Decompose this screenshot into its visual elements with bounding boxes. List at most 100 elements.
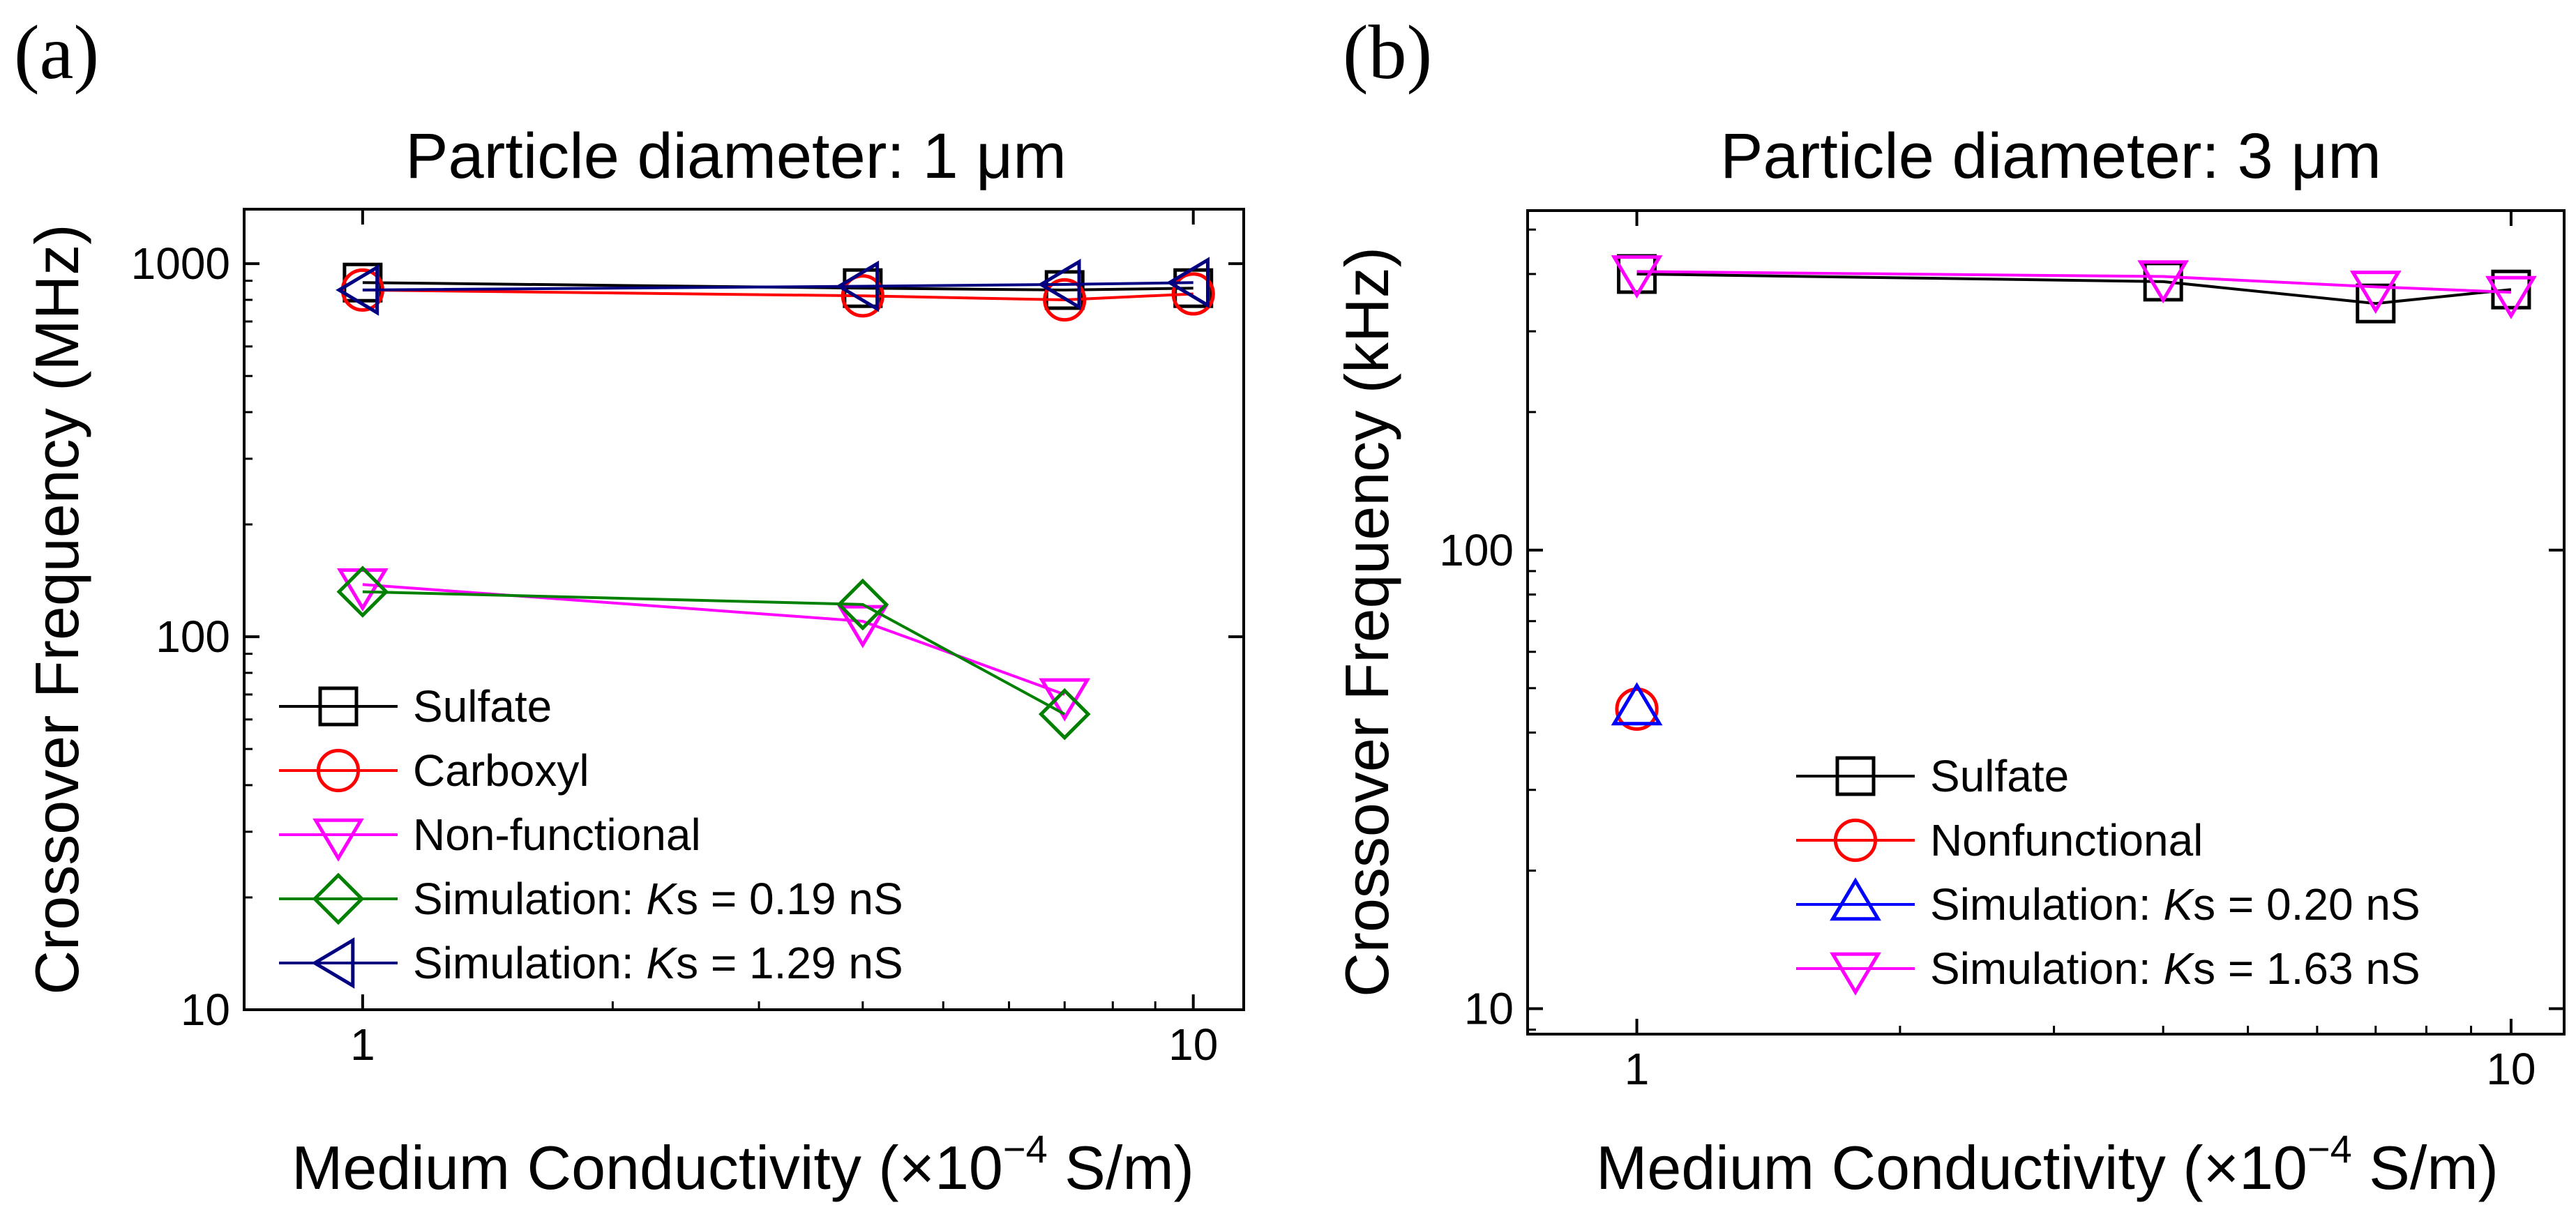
y-tick-label: 10 xyxy=(181,985,230,1035)
panel-label: (a) xyxy=(14,10,99,95)
legend-entry: Non-functional xyxy=(279,810,701,862)
y-tick-label: 100 xyxy=(1439,525,1514,575)
legend-label-suffix: s = 0.19 nS xyxy=(676,874,903,924)
series-triangle-left xyxy=(336,257,1210,316)
legend-label-suffix: s = 1.29 nS xyxy=(676,938,903,988)
plot-frame xyxy=(243,208,1245,1011)
legend-label: Simulation: Ks = 1.29 nS xyxy=(413,938,903,988)
data-point xyxy=(836,578,889,631)
x-tick-label: 10 xyxy=(2486,1044,2536,1094)
legend-label-text: Sulfate xyxy=(413,681,552,731)
legend-marker xyxy=(318,686,359,727)
y-tick-label: 1000 xyxy=(131,238,230,289)
x-axis-label-exponent: −4 xyxy=(2307,1127,2352,1171)
data-point xyxy=(1038,688,1091,741)
panel-a: (a) Particle diameter: 1 μm 1 10 10 100 1000… xyxy=(14,10,1245,1202)
legend-label-italic: K xyxy=(646,938,678,988)
series-circle xyxy=(340,268,1215,322)
x-tick-label: 1 xyxy=(350,1019,375,1070)
x-axis-label-exponent: −4 xyxy=(1003,1127,1048,1171)
series-layer xyxy=(1611,254,2537,731)
legend-entry: Sulfate xyxy=(1796,751,2069,801)
data-point xyxy=(1171,272,1215,316)
chart-title: Particle diameter: 3 μm xyxy=(1720,121,2381,192)
legend-label: Simulation: Ks = 0.20 nS xyxy=(1930,879,2420,930)
x-tick-label: 1 xyxy=(1625,1044,1650,1094)
legend-label-italic: K xyxy=(2163,943,2195,994)
series-line xyxy=(362,590,1066,715)
data-point xyxy=(836,260,880,312)
legend-label-suffix: s = 1.63 nS xyxy=(2193,943,2420,994)
data-point xyxy=(1043,278,1087,322)
legend-marker xyxy=(311,937,355,989)
legend-label-text: Simulation: xyxy=(1930,879,2163,930)
legend-entry: Carboxyl xyxy=(279,745,589,796)
legend-label-italic: K xyxy=(2163,879,2195,930)
data-point xyxy=(336,566,389,618)
legend-entry: Sulfate xyxy=(279,681,552,731)
y-axis-label: Crossover Frequency (MHz) xyxy=(22,224,91,994)
y-axis-label: Crossover Frequency (kHz) xyxy=(1332,247,1401,997)
data-point xyxy=(836,605,889,649)
legend-label-text: Simulation: xyxy=(413,874,646,924)
data-point xyxy=(2137,260,2190,304)
tick-group: 1 10 10 100 xyxy=(1439,211,2564,1094)
legend-label-text: Nonfunctional xyxy=(1930,815,2203,865)
series-line xyxy=(362,288,1193,302)
legend-label-text: Non-functional xyxy=(413,810,701,860)
x-axis-label-tail: S/m) xyxy=(2352,1133,2499,1202)
legend-marker xyxy=(1833,818,1878,863)
data-point xyxy=(1039,678,1091,722)
series-triangle-down xyxy=(1611,255,2537,319)
data-point xyxy=(841,274,884,318)
data-point xyxy=(1611,682,1663,726)
data-point xyxy=(1166,257,1210,309)
legend-label-italic: K xyxy=(646,874,678,924)
data-point xyxy=(2356,283,2396,324)
legend-marker xyxy=(312,818,364,862)
series-line xyxy=(1636,272,2512,305)
legend-entry: Simulation: Ks = 1.29 nS xyxy=(279,937,903,989)
data-point xyxy=(336,264,379,316)
x-axis-label-main: Medium Conductivity (×10 xyxy=(292,1133,1003,1202)
series-circle xyxy=(1615,687,1659,731)
legend-label: Simulation: Ks = 1.63 nS xyxy=(1930,943,2420,994)
legend-entry: Simulation: Ks = 1.63 nS xyxy=(1796,943,2420,996)
legend-marker xyxy=(1835,756,1876,796)
legend-label: Nonfunctional xyxy=(1930,815,2203,865)
legend-label: Carboxyl xyxy=(413,745,589,796)
series-triangle-up xyxy=(1611,682,1663,726)
chart-title: Particle diameter: 1 μm xyxy=(405,121,1067,192)
legend-label-suffix: s = 0.20 nS xyxy=(2193,879,2420,930)
y-tick-label: 10 xyxy=(1464,983,1514,1033)
legend-label: Simulation: Ks = 0.19 nS xyxy=(413,874,903,924)
legend: Sulfate Nonfunctional Simulation: Ks = 0.2… xyxy=(1796,751,2420,996)
tick-group: 1 10 10 100 1000 xyxy=(131,209,1244,1070)
data-point xyxy=(1611,255,1663,299)
legend-marker xyxy=(316,748,361,793)
plot-frame xyxy=(1526,209,2566,1036)
data-point xyxy=(1037,258,1081,310)
data-point xyxy=(2491,269,2531,310)
x-tick-label: 10 xyxy=(1168,1019,1218,1070)
y-tick-label: 100 xyxy=(156,612,230,662)
legend-label: Sulfate xyxy=(413,681,552,731)
series-layer xyxy=(336,257,1215,741)
data-point xyxy=(2485,275,2537,319)
x-axis-label: Medium Conductivity (×10−4 S/m) xyxy=(292,1127,1194,1202)
legend-label-text: Sulfate xyxy=(1930,751,2069,801)
series-line xyxy=(1636,270,2512,294)
legend-label-text: Simulation: xyxy=(413,938,646,988)
legend-marker xyxy=(312,872,365,925)
x-axis-label-tail: S/m) xyxy=(1048,1133,1194,1202)
legend-label: Sulfate xyxy=(1930,751,2069,801)
legend-entry: Nonfunctional xyxy=(1796,815,2203,865)
series-line xyxy=(362,281,1193,291)
x-axis-label: Medium Conductivity (×10−4 S/m) xyxy=(1596,1127,2499,1202)
legend-entry: Simulation: Ks = 0.19 nS xyxy=(279,872,903,925)
legend-label: Non-functional xyxy=(413,810,701,860)
data-point xyxy=(2349,271,2402,314)
legend-label-text: Carboxyl xyxy=(413,745,589,796)
panel-b: (b) Particle diameter: 3 μm 1 10 10 100 Sul… xyxy=(1332,10,2566,1202)
